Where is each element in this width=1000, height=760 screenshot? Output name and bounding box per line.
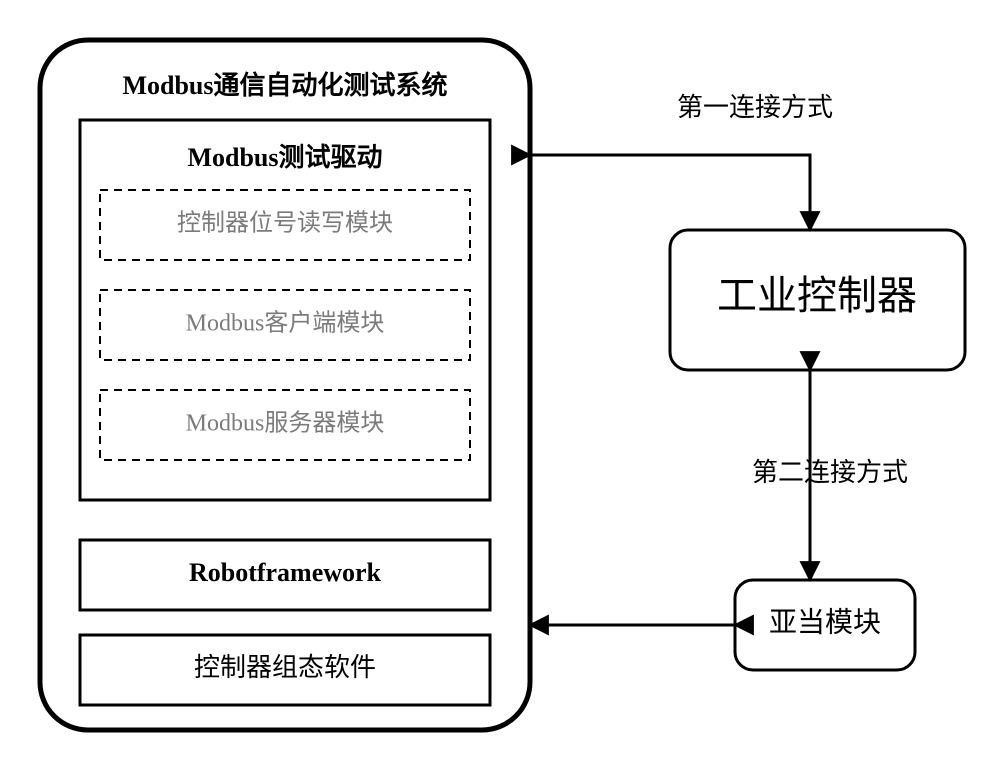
svg-text:控制器组态软件: 控制器组态软件: [194, 653, 376, 682]
svg-text:第二连接方式: 第二连接方式: [752, 458, 908, 487]
svg-text:Modbus服务器模块: Modbus服务器模块: [186, 410, 385, 437]
svg-text:工业控制器: 工业控制器: [717, 273, 917, 318]
svg-text:Modbus通信自动化测试系统: Modbus通信自动化测试系统: [122, 70, 447, 100]
adam-box: 亚当模块: [735, 580, 915, 670]
dashed-module-box: Modbus客户端模块: [100, 290, 470, 360]
svg-text:控制器位号读写模块: 控制器位号读写模块: [177, 210, 393, 237]
controller-box: 工业控制器: [670, 230, 965, 370]
svg-text:第一连接方式: 第一连接方式: [677, 93, 833, 122]
svg-text:Modbus测试驱动: Modbus测试驱动: [187, 143, 382, 172]
dashed-module-box: Modbus服务器模块: [100, 390, 470, 460]
component-box: Robotframework: [80, 540, 490, 610]
component-box: 控制器组态软件: [80, 635, 490, 705]
connector-first: 第一连接方式: [530, 93, 833, 230]
svg-text:Robotframework: Robotframework: [189, 558, 382, 587]
dashed-module-box: 控制器位号读写模块: [100, 190, 470, 260]
diagram-canvas: Modbus通信自动化测试系统 Modbus测试驱动控制器位号读写模块 Modbus…: [0, 0, 1000, 760]
svg-text:亚当模块: 亚当模块: [769, 606, 881, 638]
svg-text:Modbus客户端模块: Modbus客户端模块: [186, 310, 385, 337]
connector-second: 第二连接方式: [752, 370, 908, 580]
